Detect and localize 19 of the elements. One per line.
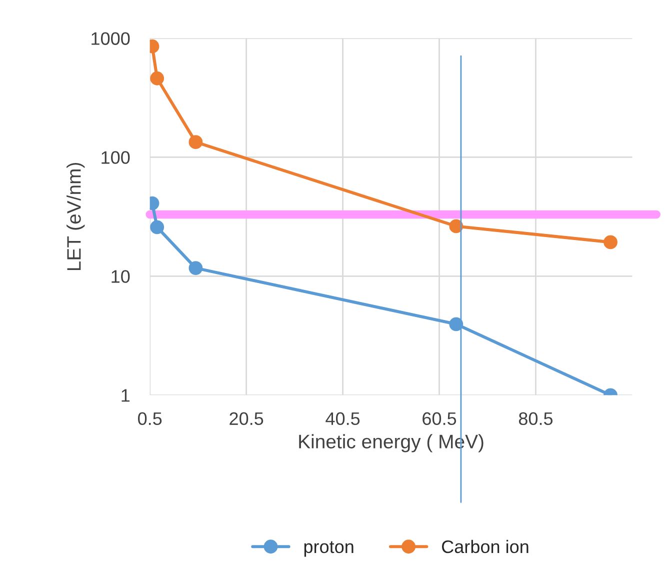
point bbox=[449, 317, 464, 332]
x-tick-label: 0.5 bbox=[138, 412, 162, 426]
y-axis-title: LET (eV/nm) bbox=[66, 162, 85, 270]
point bbox=[150, 71, 164, 86]
point bbox=[188, 261, 203, 276]
point bbox=[604, 235, 618, 250]
y-tick-label: 1000 bbox=[92, 32, 130, 45]
y-tick-label: 1 bbox=[122, 389, 130, 402]
y-tick-label: 100 bbox=[102, 151, 130, 164]
x-tick-label: 80.5 bbox=[518, 412, 553, 426]
legend-label: proton bbox=[304, 541, 354, 557]
point bbox=[150, 220, 164, 234]
point bbox=[188, 135, 203, 150]
x-tick-label: 60.5 bbox=[422, 412, 456, 426]
y-tick-label: 10 bbox=[112, 270, 130, 283]
legend-label: Carbon ion bbox=[442, 540, 528, 554]
x-tick-label: 20.5 bbox=[230, 412, 264, 426]
x-tick-label: 40.5 bbox=[326, 412, 360, 426]
point bbox=[449, 219, 464, 234]
